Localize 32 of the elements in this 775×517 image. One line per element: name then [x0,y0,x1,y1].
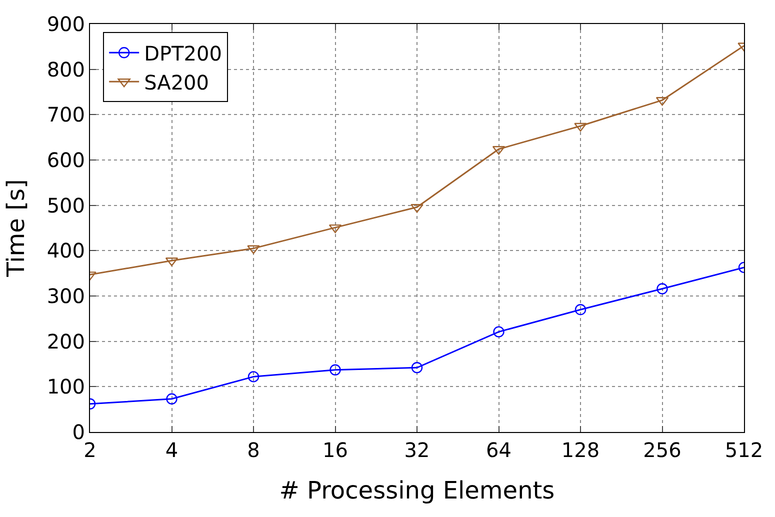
y-tick-label: 500 [46,193,85,218]
point [328,224,342,234]
x-tick-label: 256 [643,438,682,462]
y-axis-title: Time [s] [2,179,30,278]
point [411,362,423,374]
y-tick-label: 800 [46,57,85,82]
x-tick-label: 128 [561,438,600,462]
point [166,393,178,405]
x-tick-label: 4 [165,438,178,462]
x-tick-label: 8 [247,438,260,462]
y-tick-label: 0 [72,420,85,444]
point [574,304,586,316]
y-tick-label: 700 [46,102,85,127]
y-tick-label: 600 [46,148,85,172]
x-tick-label: 32 [404,438,430,462]
legend-label: DPT200 [144,41,222,66]
x-tick-label: 16 [322,438,348,462]
x-tick-label: 64 [486,438,512,462]
x-tick-label: 2 [84,438,96,462]
y-tick-label: 900 [46,12,85,36]
y-tick-label: 200 [46,329,85,354]
y-tick-label: 100 [46,374,85,399]
point [493,326,504,338]
legend-label: SA200 [144,70,209,94]
y-tick-label: 400 [46,238,85,263]
point [330,364,341,376]
point [574,122,587,132]
x-axis-title: # Processing Elements [279,476,555,504]
x-tick-label: 512 [724,438,764,462]
point [248,371,260,382]
point [656,283,668,294]
y-tick-label: 300 [46,284,85,308]
